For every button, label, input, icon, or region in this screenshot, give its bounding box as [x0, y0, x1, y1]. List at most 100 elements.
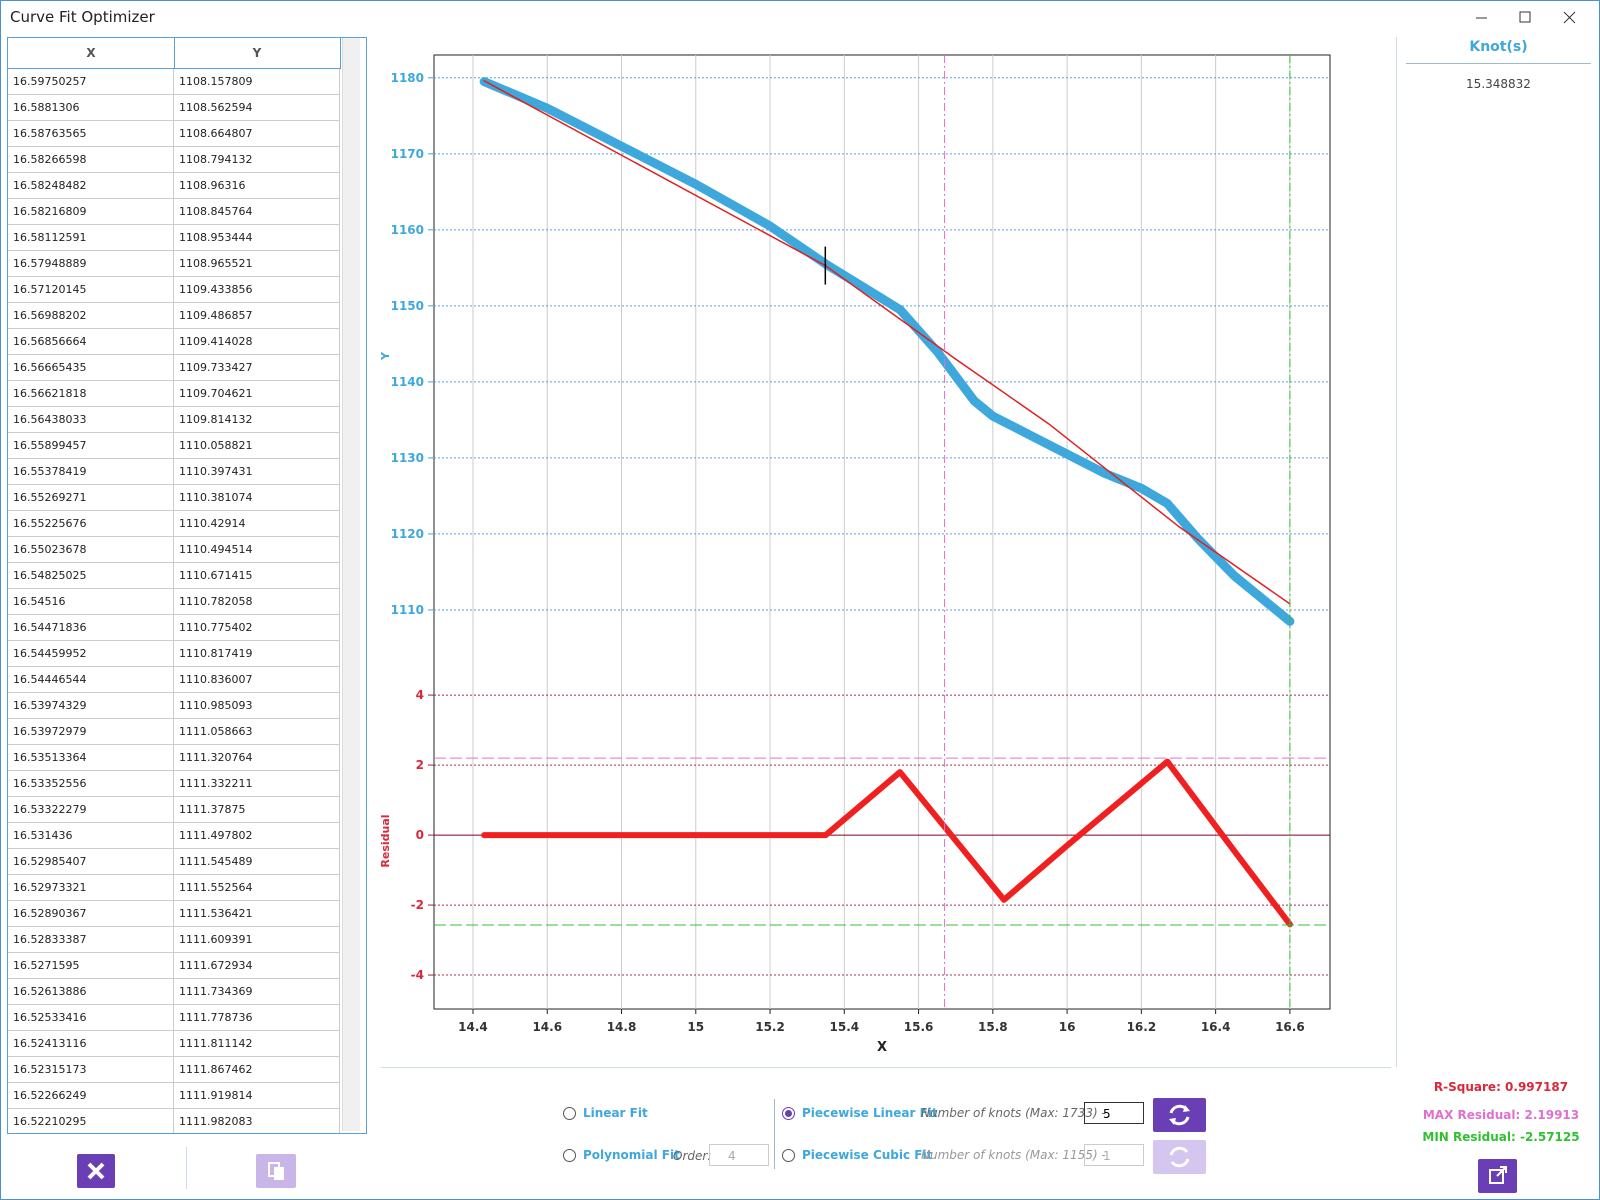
residual-tick-label: 2 — [416, 758, 424, 772]
polynomial-radio[interactable] — [563, 1149, 576, 1162]
table-cell: 1110.494514 — [174, 537, 340, 563]
x-tick-label: 15 — [687, 1020, 704, 1034]
table-cell: 16.55023678 — [8, 537, 174, 563]
table-cell: 16.54471836 — [8, 615, 174, 641]
pl-knots-input[interactable]: 5 — [1084, 1102, 1144, 1124]
table-cell: 16.58112591 — [8, 225, 174, 251]
table-cell: 1111.734369 — [174, 979, 340, 1005]
y-axis-label: Y — [379, 351, 392, 361]
table-cell: 1111.919814 — [174, 1083, 340, 1109]
copy-button[interactable] — [256, 1154, 296, 1188]
pc-knots-input[interactable]: 1 — [1084, 1144, 1144, 1166]
linear-radio[interactable] — [563, 1107, 576, 1120]
table-cell: 16.55899457 — [8, 433, 174, 459]
piecewise-cubic-radio[interactable] — [782, 1149, 795, 1162]
window-title: Curve Fit Optimizer — [10, 8, 155, 26]
table-cell: 16.53972979 — [8, 719, 174, 745]
residual-tick-label: 4 — [416, 688, 424, 702]
y-tick-label: 1120 — [391, 527, 424, 541]
residual-axis-label: Residual — [379, 814, 392, 867]
y-tick-label: 1170 — [391, 147, 424, 161]
column-header: Y — [174, 38, 341, 69]
x-tick-label: 14.4 — [458, 1020, 488, 1034]
knot-value: 15.348832 — [1466, 77, 1531, 91]
table-cell: 1111.320764 — [174, 745, 340, 771]
x-tick-label: 16.4 — [1201, 1020, 1231, 1034]
table-cell: 16.5881306 — [8, 95, 174, 121]
table-cell: 16.531436 — [8, 823, 174, 849]
table-cell: 1108.845764 — [174, 199, 340, 225]
data-points — [479, 77, 1295, 626]
x-axis-label: X — [877, 1040, 887, 1055]
table-cell: 1108.794132 — [174, 147, 340, 173]
table-cell: 1111.545489 — [174, 849, 340, 875]
knots-header: Knot(s) — [1469, 39, 1528, 55]
table-cell: 16.53513364 — [8, 745, 174, 771]
table-cell: 16.52413116 — [8, 1031, 174, 1057]
polynomial-label[interactable]: Polynomial Fit — [583, 1148, 680, 1162]
refresh-button[interactable] — [1153, 1098, 1206, 1132]
table-cell: 1111.982083 — [174, 1109, 340, 1133]
linear-label[interactable]: Linear Fit — [583, 1106, 648, 1120]
table-cell: 16.55378419 — [8, 459, 174, 485]
table-cell: 1108.664807 — [174, 121, 340, 147]
residual-tick-label: -2 — [411, 898, 424, 912]
plot-frame — [433, 54, 1331, 1010]
table-cell: 16.52890367 — [8, 901, 174, 927]
table-cell: 16.52613886 — [8, 979, 174, 1005]
table-cell: 1110.381074 — [174, 485, 340, 511]
table-cell: 16.53322279 — [8, 797, 174, 823]
pc-knots-label: Number of knots (Max: 1155) - — [921, 1148, 1106, 1162]
table-cell: 1111.811142 — [174, 1031, 340, 1057]
x-tick-label: 15.8 — [978, 1020, 1008, 1034]
table-cell: 1108.953444 — [174, 225, 340, 251]
table-cell: 16.56856664 — [8, 329, 174, 355]
scrollbar — [342, 38, 360, 1131]
refresh-cubic-button[interactable] — [1153, 1140, 1206, 1174]
table-cell: 1111.058663 — [174, 719, 340, 745]
export-button[interactable] — [1478, 1159, 1517, 1193]
table-cell: 16.52210295 — [8, 1109, 174, 1133]
table-cell: 1110.817419 — [174, 641, 340, 667]
table-cell: 16.56988202 — [8, 303, 174, 329]
table-cell: 1110.397431 — [174, 459, 340, 485]
fit-line — [483, 80, 1291, 605]
table-cell: 16.53352556 — [8, 771, 174, 797]
clear-button[interactable] — [77, 1154, 115, 1188]
table-cell: 16.59750257 — [8, 69, 174, 95]
y-tick-label: 1110 — [391, 603, 424, 617]
table-cell: 1108.965521 — [174, 251, 340, 277]
table-cell: 1108.157809 — [174, 69, 340, 95]
min-residual: MIN Residual: -2.57125 — [1422, 1130, 1580, 1144]
table-cell: 1110.671415 — [174, 563, 340, 589]
piecewise-linear-label[interactable]: Piecewise Linear Fit — [802, 1106, 938, 1120]
x-tick-label: 16 — [1059, 1020, 1076, 1034]
table-cell: 1111.867462 — [174, 1057, 340, 1083]
piecewise-linear-radio[interactable] — [782, 1107, 795, 1120]
table-cell: 16.55269271 — [8, 485, 174, 511]
table-cell: 16.56438033 — [8, 407, 174, 433]
table-cell: 1111.552564 — [174, 875, 340, 901]
data-table: X Y 16.59750257 1108.157809 16.5881306 1108.5… — [7, 37, 367, 1134]
table-cell: 16.52266249 — [8, 1083, 174, 1109]
order-input[interactable]: 4 — [709, 1144, 769, 1166]
table-cell: 1111.672934 — [174, 953, 340, 979]
table-cell: 1109.433856 — [174, 277, 340, 303]
residual-tick-label: -4 — [411, 968, 424, 982]
table-cell: 16.57120145 — [8, 277, 174, 303]
r-square: R-Square: 0.997187 — [1433, 1080, 1569, 1094]
table-cell: 16.52973321 — [8, 875, 174, 901]
x-tick-label: 16.2 — [1127, 1020, 1157, 1034]
y-tick-label: 1150 — [391, 299, 424, 313]
table-cell: 1110.058821 — [174, 433, 340, 459]
table-cell: 1109.814132 — [174, 407, 340, 433]
table-cell: 1108.562594 — [174, 95, 340, 121]
piecewise-cubic-label[interactable]: Piecewise Cubic Fit — [802, 1148, 933, 1162]
window-controls[interactable] — [1471, 7, 1591, 29]
table-cell: 16.54825025 — [8, 563, 174, 589]
table-cell: 16.55225676 — [8, 511, 174, 537]
residual-points — [481, 758, 1293, 928]
column-header: X — [8, 38, 175, 69]
table-cell: 16.58763565 — [8, 121, 174, 147]
table-cell: 1109.486857 — [174, 303, 340, 329]
